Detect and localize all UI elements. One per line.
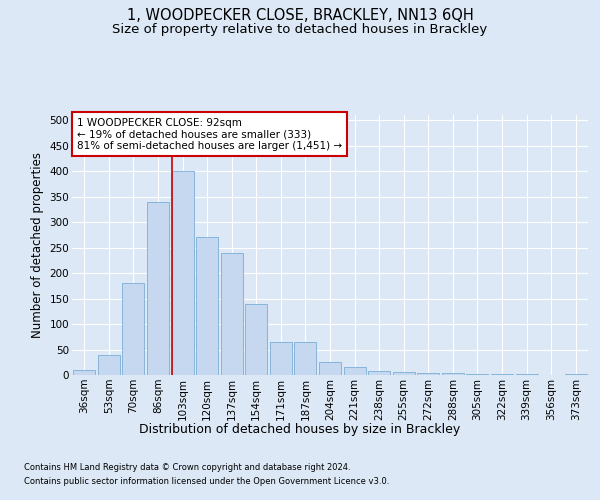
Text: 1, WOODPECKER CLOSE, BRACKLEY, NN13 6QH: 1, WOODPECKER CLOSE, BRACKLEY, NN13 6QH — [127, 8, 473, 22]
Bar — [122, 283, 145, 375]
Bar — [196, 238, 218, 375]
Text: Distribution of detached houses by size in Brackley: Distribution of detached houses by size … — [139, 422, 461, 436]
Bar — [147, 202, 169, 375]
Bar — [73, 370, 95, 375]
Bar — [344, 368, 365, 375]
Bar — [319, 362, 341, 375]
Bar — [491, 374, 513, 375]
Text: Contains public sector information licensed under the Open Government Licence v3: Contains public sector information licen… — [24, 478, 389, 486]
Bar — [221, 252, 243, 375]
Bar — [392, 372, 415, 375]
Bar — [245, 304, 268, 375]
Bar — [565, 374, 587, 375]
Bar — [515, 374, 538, 375]
Text: Size of property relative to detached houses in Brackley: Size of property relative to detached ho… — [112, 22, 488, 36]
Bar — [295, 342, 316, 375]
Bar — [172, 171, 194, 375]
Y-axis label: Number of detached properties: Number of detached properties — [31, 152, 44, 338]
Text: Contains HM Land Registry data © Crown copyright and database right 2024.: Contains HM Land Registry data © Crown c… — [24, 462, 350, 471]
Bar — [466, 374, 488, 375]
Text: 1 WOODPECKER CLOSE: 92sqm
← 19% of detached houses are smaller (333)
81% of semi: 1 WOODPECKER CLOSE: 92sqm ← 19% of detac… — [77, 118, 342, 151]
Bar — [368, 371, 390, 375]
Bar — [417, 373, 439, 375]
Bar — [98, 354, 120, 375]
Bar — [270, 342, 292, 375]
Bar — [442, 374, 464, 375]
